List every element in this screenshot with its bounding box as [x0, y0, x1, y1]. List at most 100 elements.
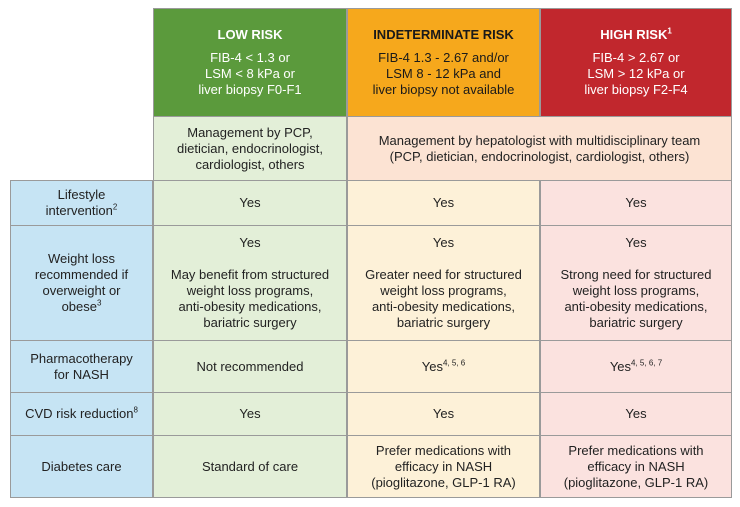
table-cell: Yes	[347, 180, 540, 226]
text-line: Prefer medications with	[375, 442, 512, 458]
table-cell: Yes4, 5, 6, 7	[540, 340, 732, 393]
text-block: Yes	[625, 235, 646, 251]
text-block: Not recommended	[197, 359, 304, 375]
table-cell: Yes Strong need for structured weight loss…	[540, 225, 732, 341]
text-line: Yes	[239, 195, 261, 210]
text-line: bariatric surgery	[589, 315, 683, 330]
text-block: Standard of care	[202, 459, 298, 475]
text-line: Yes	[625, 235, 647, 250]
text-line: Yes4, 5, 6	[421, 358, 466, 374]
text-line: anti-obesity medications,	[178, 299, 322, 314]
text-block: Prefer medications with efficacy in NASH(…	[564, 443, 709, 491]
table-cell: Prefer medications with efficacy in NASH(…	[540, 435, 732, 498]
text-line: Greater need for structured	[365, 267, 522, 282]
text-block: Yes	[433, 406, 454, 422]
text-line: Management by hepatologist with multidis…	[378, 132, 701, 148]
text-line: efficacy in NASH	[587, 458, 685, 474]
table-cell: Yes Greater need for structured weight los…	[347, 225, 540, 341]
text-line: (PCP, dietician, endocrinologist, cardio…	[389, 148, 690, 164]
table-cell: Prefer medications with efficacy in NASH(…	[347, 435, 540, 498]
table-cell: Not recommended	[153, 340, 347, 393]
text-line: Weight loss	[48, 251, 115, 266]
text-block: Prefer medications with efficacy in NASH(…	[371, 443, 516, 491]
text-block: Yes	[625, 195, 646, 211]
text-line: Yes	[625, 195, 647, 210]
text-line: for NASH	[54, 366, 109, 382]
table-cell: Yes	[153, 180, 347, 226]
text-line: Management by PCP,	[187, 124, 313, 140]
text-line: Pharmacotherapy	[30, 350, 133, 366]
risk-header: LOW RISK FIB-4 < 1.3 or LSM < 8 kPa or live…	[153, 8, 347, 117]
text-block: Yes	[239, 235, 260, 251]
text-block: Greater need for structured weight loss p…	[365, 267, 522, 331]
superscript: 4, 5, 6, 7	[631, 358, 663, 368]
text-line: liver biopsy F2-F4	[584, 82, 688, 97]
table-cell: Yes	[347, 392, 540, 436]
text-line: anti-obesity medications,	[564, 299, 708, 314]
text-line: bariatric surgery	[203, 315, 297, 330]
superscript: 4, 5, 6	[442, 358, 466, 368]
text-block: Yes	[239, 406, 260, 422]
row-label: Diabetes care	[10, 435, 153, 498]
text-block: Yes	[239, 195, 260, 211]
text-block: Yes	[433, 235, 454, 251]
text-line: FIB-4 > 2.67 or	[592, 50, 680, 65]
row-label: Weight loss recommended if overweight or ob…	[10, 225, 153, 341]
text-line: LSM 8 - 12 kPa and	[386, 66, 501, 81]
text-line: Prefer medications with	[568, 442, 704, 458]
text-line: anti-obesity medications,	[371, 299, 516, 314]
text-line: Not recommended	[196, 358, 304, 374]
text-line: liver biopsy F0-F1	[198, 82, 302, 97]
table-cell: Standard of care	[153, 435, 347, 498]
text-line: (pioglitazone, GLP-1 RA)	[563, 474, 709, 490]
text-line: obese3	[61, 298, 102, 314]
text-line: Yes	[239, 235, 261, 250]
text-line: weight loss programs,	[380, 283, 507, 298]
text-block: Yes	[433, 195, 454, 211]
text-line: Diabetes care	[41, 458, 122, 474]
superscript: 1	[667, 26, 672, 36]
text-line: Yes4, 5, 6, 7	[609, 358, 663, 374]
superscript: 3	[96, 298, 102, 308]
text-block: May benefit from structured weight loss p…	[171, 267, 329, 331]
text-line: bariatric surgery	[396, 315, 491, 330]
criteria: FIB-4 < 1.3 or LSM < 8 kPa or liver biopsy…	[198, 50, 301, 98]
text-line: Yes	[625, 406, 647, 421]
text-block: Yes4, 5, 6, 7	[610, 359, 662, 375]
text-line: LSM < 8 kPa or	[205, 66, 295, 81]
criteria: FIB-4 1.3 - 2.67 and/or LSM 8 - 12 kPa an…	[373, 50, 515, 98]
text-line: LSM > 12 kPa or	[587, 66, 685, 81]
text-block: Strong need for structured weight loss pr…	[560, 267, 711, 331]
text-line: efficacy in NASH	[394, 458, 493, 474]
text-line: recommended if	[34, 267, 129, 282]
superscript: 8	[133, 405, 138, 415]
table-cell: Yes	[540, 180, 732, 226]
text-line: FIB-4 1.3 - 2.67 and/or	[378, 50, 509, 65]
text-line: liver biopsy not available	[372, 82, 515, 97]
text-line: cardiologist, others	[195, 156, 305, 172]
text-block: Yes	[625, 406, 646, 422]
table-cell: Yes	[153, 392, 347, 436]
risk-title: HIGH RISK1	[600, 26, 672, 42]
risk-header: HIGH RISK1 FIB-4 > 2.67 or LSM > 12 kPa or…	[540, 8, 732, 117]
text-line: CVD risk reduction8	[25, 405, 138, 421]
criteria: FIB-4 > 2.67 or LSM > 12 kPa or liver biop…	[584, 50, 687, 98]
text-line: Yes	[432, 195, 455, 210]
table-cell: Yes May benefit from structured weight los…	[153, 225, 347, 341]
text-line: Strong need for structured	[560, 267, 712, 282]
superscript: 2	[112, 202, 118, 212]
text-line: Standard of care	[201, 458, 299, 474]
management-cell: Management by PCP, dietician, endocrinolo…	[153, 116, 347, 181]
text-line: Yes	[432, 406, 455, 421]
risk-title: LOW RISK	[217, 27, 283, 42]
management-cell: Management by hepatologist with multidis…	[347, 116, 732, 181]
text-line: intervention2	[45, 202, 118, 218]
text-line: (pioglitazone, GLP-1 RA)	[371, 474, 516, 490]
text-line: weight loss programs,	[186, 283, 314, 298]
table-cell: Yes	[540, 392, 732, 436]
text-line: overweight or	[42, 283, 121, 298]
text-line: weight loss programs,	[572, 283, 700, 298]
row-label: Pharmacotherapy for NASH	[10, 340, 153, 393]
text-line: dietician, endocrinologist,	[177, 140, 323, 156]
